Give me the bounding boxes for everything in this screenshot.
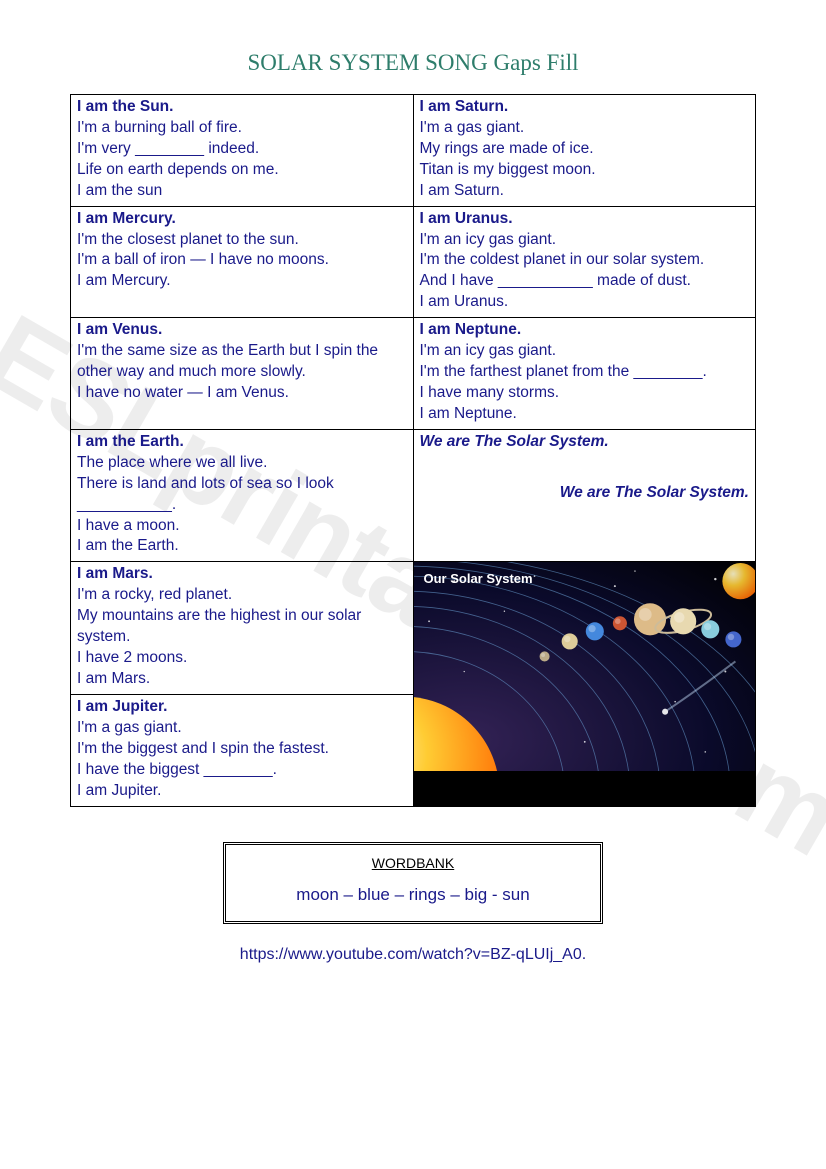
line: I'm a ball of iron — I have no moons. [77, 250, 407, 271]
lead-mercury: I am Mercury. [77, 209, 407, 230]
cell-mercury: I am Mercury. I'm the closest planet to … [71, 206, 414, 318]
line: I am Mercury. [77, 271, 407, 292]
line: I'm a rocky, red planet. [77, 585, 407, 606]
line: I am Neptune. [420, 404, 750, 425]
cell-jupiter: I am Jupiter. I'm a gas giant. I'm the b… [71, 694, 414, 806]
cell-mars: I am Mars. I'm a rocky, red planet. My m… [71, 562, 414, 695]
line: I'm the farthest planet from the _______… [420, 362, 750, 383]
line: My rings are made of ice. [420, 139, 750, 160]
line: I'm the biggest and I spin the fastest. [77, 739, 407, 760]
line: I'm very ________ indeed. [77, 139, 407, 160]
lead-mars: I am Mars. [77, 564, 407, 585]
chorus-line-2: We are The Solar System. [420, 483, 750, 504]
line: My mountains are the highest in our sola… [77, 606, 407, 648]
lead-earth: I am the Earth. [77, 432, 407, 453]
lead-saturn: I am Saturn. [420, 97, 750, 118]
lead-uranus: I am Uranus. [420, 209, 750, 230]
line: I'm the same size as the Earth but I spi… [77, 341, 407, 383]
line: I'm a gas giant. [420, 118, 750, 139]
line: I am the sun [77, 181, 407, 202]
line: I am the Earth. [77, 536, 407, 557]
line: I'm a gas giant. [77, 718, 407, 739]
chorus-line-1: We are The Solar System. [420, 432, 750, 453]
line: I have no water — I am Venus. [77, 383, 407, 404]
line: I'm the closest planet to the sun. [77, 230, 407, 251]
line: The place where we all live. [77, 453, 407, 474]
line: I have a moon. [77, 516, 407, 537]
wordbank-title: WORDBANK [240, 855, 586, 871]
cell-chorus: We are The Solar System. We are The Sola… [413, 429, 756, 562]
lead-venus: I am Venus. [77, 320, 407, 341]
cell-neptune: I am Neptune. I'm an icy gas giant. I'm … [413, 318, 756, 430]
lyrics-table: I am the Sun. I'm a burning ball of fire… [70, 94, 756, 807]
line: I am Jupiter. [77, 781, 407, 802]
lead-neptune: I am Neptune. [420, 320, 750, 341]
cell-sun: I am the Sun. I'm a burning ball of fire… [71, 95, 414, 207]
line: I'm an icy gas giant. [420, 230, 750, 251]
line: I am Mars. [77, 669, 407, 690]
cell-image: Our Solar System [413, 562, 756, 806]
line: I'm the coldest planet in our solar syst… [420, 250, 750, 271]
page-title: SOLAR SYSTEM SONG Gaps Fill [70, 50, 756, 76]
wordbank-box: WORDBANK moon – blue – rings – big - sun [223, 842, 603, 924]
line: Life on earth depends on me. [77, 160, 407, 181]
line: Titan is my biggest moon. [420, 160, 750, 181]
line: I'm a burning ball of fire. [77, 118, 407, 139]
line: And I have ___________ made of dust. [420, 271, 750, 292]
cell-venus: I am Venus. I'm the same size as the Ear… [71, 318, 414, 430]
image-caption: Our Solar System [424, 570, 533, 588]
lead-jupiter: I am Jupiter. [77, 697, 407, 718]
line: I'm an icy gas giant. [420, 341, 750, 362]
line: There is land and lots of sea so I look … [77, 474, 407, 516]
line: I have the biggest ________. [77, 760, 407, 781]
line: I am Saturn. [420, 181, 750, 202]
worksheet-page: SOLAR SYSTEM SONG Gaps Fill I am the Sun… [0, 0, 826, 994]
wordbank-words: moon – blue – rings – big - sun [240, 885, 586, 905]
lead-sun: I am the Sun. [77, 97, 407, 118]
cell-earth: I am the Earth. The place where we all l… [71, 429, 414, 562]
solar-system-image [414, 562, 756, 771]
line: I have many storms. [420, 383, 750, 404]
cell-saturn: I am Saturn. I'm a gas giant. My rings a… [413, 95, 756, 207]
source-url: https://www.youtube.com/watch?v=BZ-qLUIj… [70, 946, 756, 964]
cell-uranus: I am Uranus. I'm an icy gas giant. I'm t… [413, 206, 756, 318]
line: I have 2 moons. [77, 648, 407, 669]
line: I am Uranus. [420, 292, 750, 313]
